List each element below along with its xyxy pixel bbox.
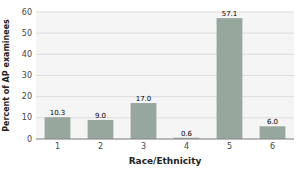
grid-line	[36, 75, 294, 76]
data-label: 17.0	[136, 95, 152, 103]
data-label: 57.1	[222, 10, 238, 18]
bar	[88, 120, 114, 139]
y-tick-label: 50	[22, 29, 32, 38]
plot-area	[36, 12, 294, 139]
grid-line	[36, 96, 294, 97]
bars	[45, 18, 286, 139]
x-tick-label: 2	[98, 142, 103, 151]
grid-line	[36, 117, 294, 118]
grid-line	[36, 12, 294, 13]
y-tick-label: 30	[22, 71, 32, 80]
bar	[260, 126, 286, 139]
x-tick-label: 5	[227, 142, 232, 151]
x-tick-label: 3	[141, 142, 146, 151]
bar	[131, 103, 157, 139]
data-label: 10.3	[50, 109, 66, 117]
y-tick-label: 40	[22, 50, 32, 59]
y-axis-label: Percent of AP examinees	[2, 19, 11, 132]
x-axis-label: Race/Ethnicity	[129, 156, 202, 166]
bar	[217, 18, 243, 139]
y-tick-label: 0	[27, 135, 32, 144]
grid-line	[36, 33, 294, 34]
x-axis-line	[36, 139, 294, 140]
data-label: 9.0	[95, 112, 106, 120]
x-tick-label: 6	[270, 142, 275, 151]
data-label: 0.6	[181, 130, 193, 138]
grid-line	[36, 54, 294, 55]
y-tick-label: 60	[22, 8, 32, 17]
grid-line	[36, 139, 294, 140]
chart: 0 10 20 30 40 50 60 10.3 9.0 17.0 0.6 57.1 6.0 1 2 3 4 5 6…	[0, 0, 300, 169]
x-tick-label: 4	[184, 142, 189, 151]
data-label: 6.0	[267, 118, 278, 126]
bar	[45, 117, 71, 139]
x-tick-label: 1	[55, 142, 60, 151]
y-tick-label: 20	[22, 92, 32, 101]
y-tick-label: 10	[22, 113, 32, 122]
